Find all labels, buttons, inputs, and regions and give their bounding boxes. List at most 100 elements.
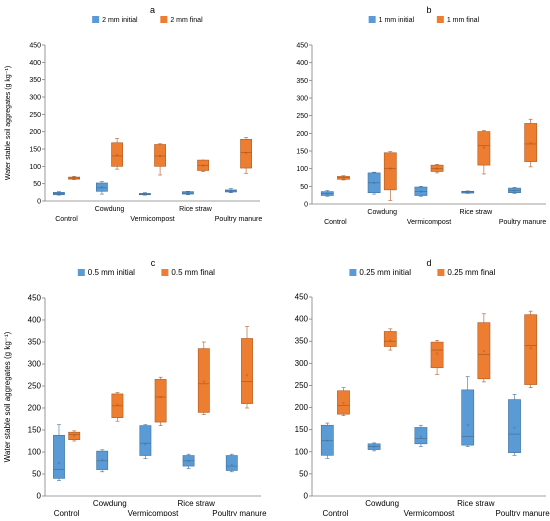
legend-swatch <box>77 269 85 276</box>
box-initial <box>225 455 238 471</box>
legend-label: 0.5 mm final <box>171 268 215 277</box>
box-initial <box>461 389 475 446</box>
box-mean-marker: × <box>389 338 392 344</box>
box-mean-marker: × <box>529 141 532 147</box>
x-category-label: Cowdung <box>95 206 125 213</box>
legend-label: 2 mm final <box>170 17 203 24</box>
x-category-label: Poultry manure <box>499 219 547 226</box>
box-final <box>154 379 167 423</box>
box-mean-marker: × <box>482 145 485 151</box>
box-final <box>154 144 166 167</box>
x-category-label: Poultry manure <box>215 216 263 223</box>
box-mean-marker: × <box>202 380 205 386</box>
x-category-label: Vermicompost <box>130 216 174 223</box>
y-tick-label: 200 <box>28 404 42 413</box>
box-mean-marker: × <box>159 154 162 160</box>
y-tick-label: 100 <box>296 166 308 173</box>
box-mean-marker: × <box>342 176 345 182</box>
box-mean-marker: × <box>57 192 60 198</box>
y-tick-label: 50 <box>32 470 41 479</box>
legend-swatch <box>161 269 169 276</box>
panel-label: b <box>426 5 431 15</box>
legend-swatch <box>160 16 168 23</box>
box-mean-marker: × <box>373 181 376 187</box>
x-category-label: Vermicompost <box>407 219 451 226</box>
box-final <box>524 123 538 162</box>
box-initial <box>320 424 334 456</box>
box-mean-marker: × <box>229 189 232 195</box>
box-final <box>337 176 350 180</box>
box-mean-marker: × <box>144 442 147 448</box>
x-category-label: Control <box>324 219 347 226</box>
x-category-label: Poultry manure <box>495 509 550 516</box>
box-mean-marker: × <box>419 190 422 196</box>
y-tick-label: 400 <box>296 60 308 67</box>
y-tick-label: 350 <box>28 338 42 347</box>
y-tick-label: 150 <box>28 426 42 435</box>
y-tick-label: 250 <box>296 113 308 120</box>
x-category-label: Rice straw <box>459 209 493 216</box>
legend-swatch <box>437 269 445 276</box>
box-mean-marker: × <box>466 423 469 429</box>
legend-label: 1 mm final <box>447 17 480 24</box>
x-category-label: Rice straw <box>457 499 495 508</box>
legend-swatch <box>92 16 100 23</box>
box-final <box>524 314 538 385</box>
box-final <box>240 138 252 169</box>
y-tick-label: 400 <box>295 315 309 324</box>
y-tick-label: 250 <box>295 381 309 390</box>
box-initial <box>508 399 521 453</box>
y-tick-label: 0 <box>304 202 308 209</box>
y-axis-title: Water stable soil aggregates (g kg⁻¹) <box>5 66 12 180</box>
chart-panel-b: b 1 mm initial 1 mm final 0 50 100 150 200 250 30… <box>296 5 546 226</box>
x-category-label: Vermicompost <box>404 509 455 516</box>
box-mean-marker: × <box>159 395 162 401</box>
y-tick-label: 50 <box>33 181 41 188</box>
y-tick-label: 450 <box>29 43 41 50</box>
y-tick-label: 300 <box>296 96 308 103</box>
box-final <box>68 431 81 440</box>
box-final <box>430 341 444 369</box>
box-mean-marker: × <box>466 190 469 196</box>
y-tick-label: 200 <box>296 131 308 138</box>
box-mean-marker: × <box>245 151 248 157</box>
panel-label: d <box>426 258 431 268</box>
y-tick-label: 300 <box>295 359 309 368</box>
box-final <box>197 348 210 413</box>
y-tick-label: 450 <box>295 293 309 302</box>
box-final <box>111 142 123 167</box>
box-mean-marker: × <box>513 189 516 195</box>
box-mean-marker: × <box>326 191 329 197</box>
x-category-label: Vermicompost <box>128 509 179 516</box>
box-final <box>430 164 444 172</box>
box-mean-marker: × <box>529 346 532 352</box>
y-tick-label: 50 <box>300 184 308 191</box>
x-category-label: Rice straw <box>178 499 216 508</box>
box-final <box>383 152 397 191</box>
box-final <box>383 331 397 347</box>
panel-label: c <box>151 258 156 268</box>
y-tick-label: 0 <box>37 492 42 501</box>
y-tick-label: 200 <box>29 129 41 136</box>
y-tick-label: 150 <box>295 425 309 434</box>
chart-panel-d: d 0.25 mm initial 0.25 mm final 0 50 100 150 20… <box>295 258 550 518</box>
y-tick-label: 100 <box>29 164 41 171</box>
legend-label: 1 mm initial <box>379 17 415 24</box>
box-mean-marker: × <box>513 425 516 431</box>
y-tick-label: 400 <box>29 60 41 67</box>
y-tick-label: 150 <box>296 149 308 156</box>
box-mean-marker: × <box>186 191 189 197</box>
box-mean-marker: × <box>230 462 233 468</box>
box-mean-marker: × <box>116 153 119 159</box>
box-mean-marker: × <box>202 163 205 169</box>
box-final <box>337 390 350 415</box>
y-tick-label: 350 <box>295 337 309 346</box>
legend-swatch <box>436 16 444 23</box>
y-tick-label: 100 <box>28 448 42 457</box>
legend-label: 2 mm initial <box>102 17 138 24</box>
legend-label: 0.25 mm initial <box>359 268 411 277</box>
chart-panel-c: c 0.5 mm initial 0.5 mm final 0 50 100 150 200 2… <box>3 258 267 518</box>
box-mean-marker: × <box>436 352 439 358</box>
box-mean-marker: × <box>100 185 103 191</box>
